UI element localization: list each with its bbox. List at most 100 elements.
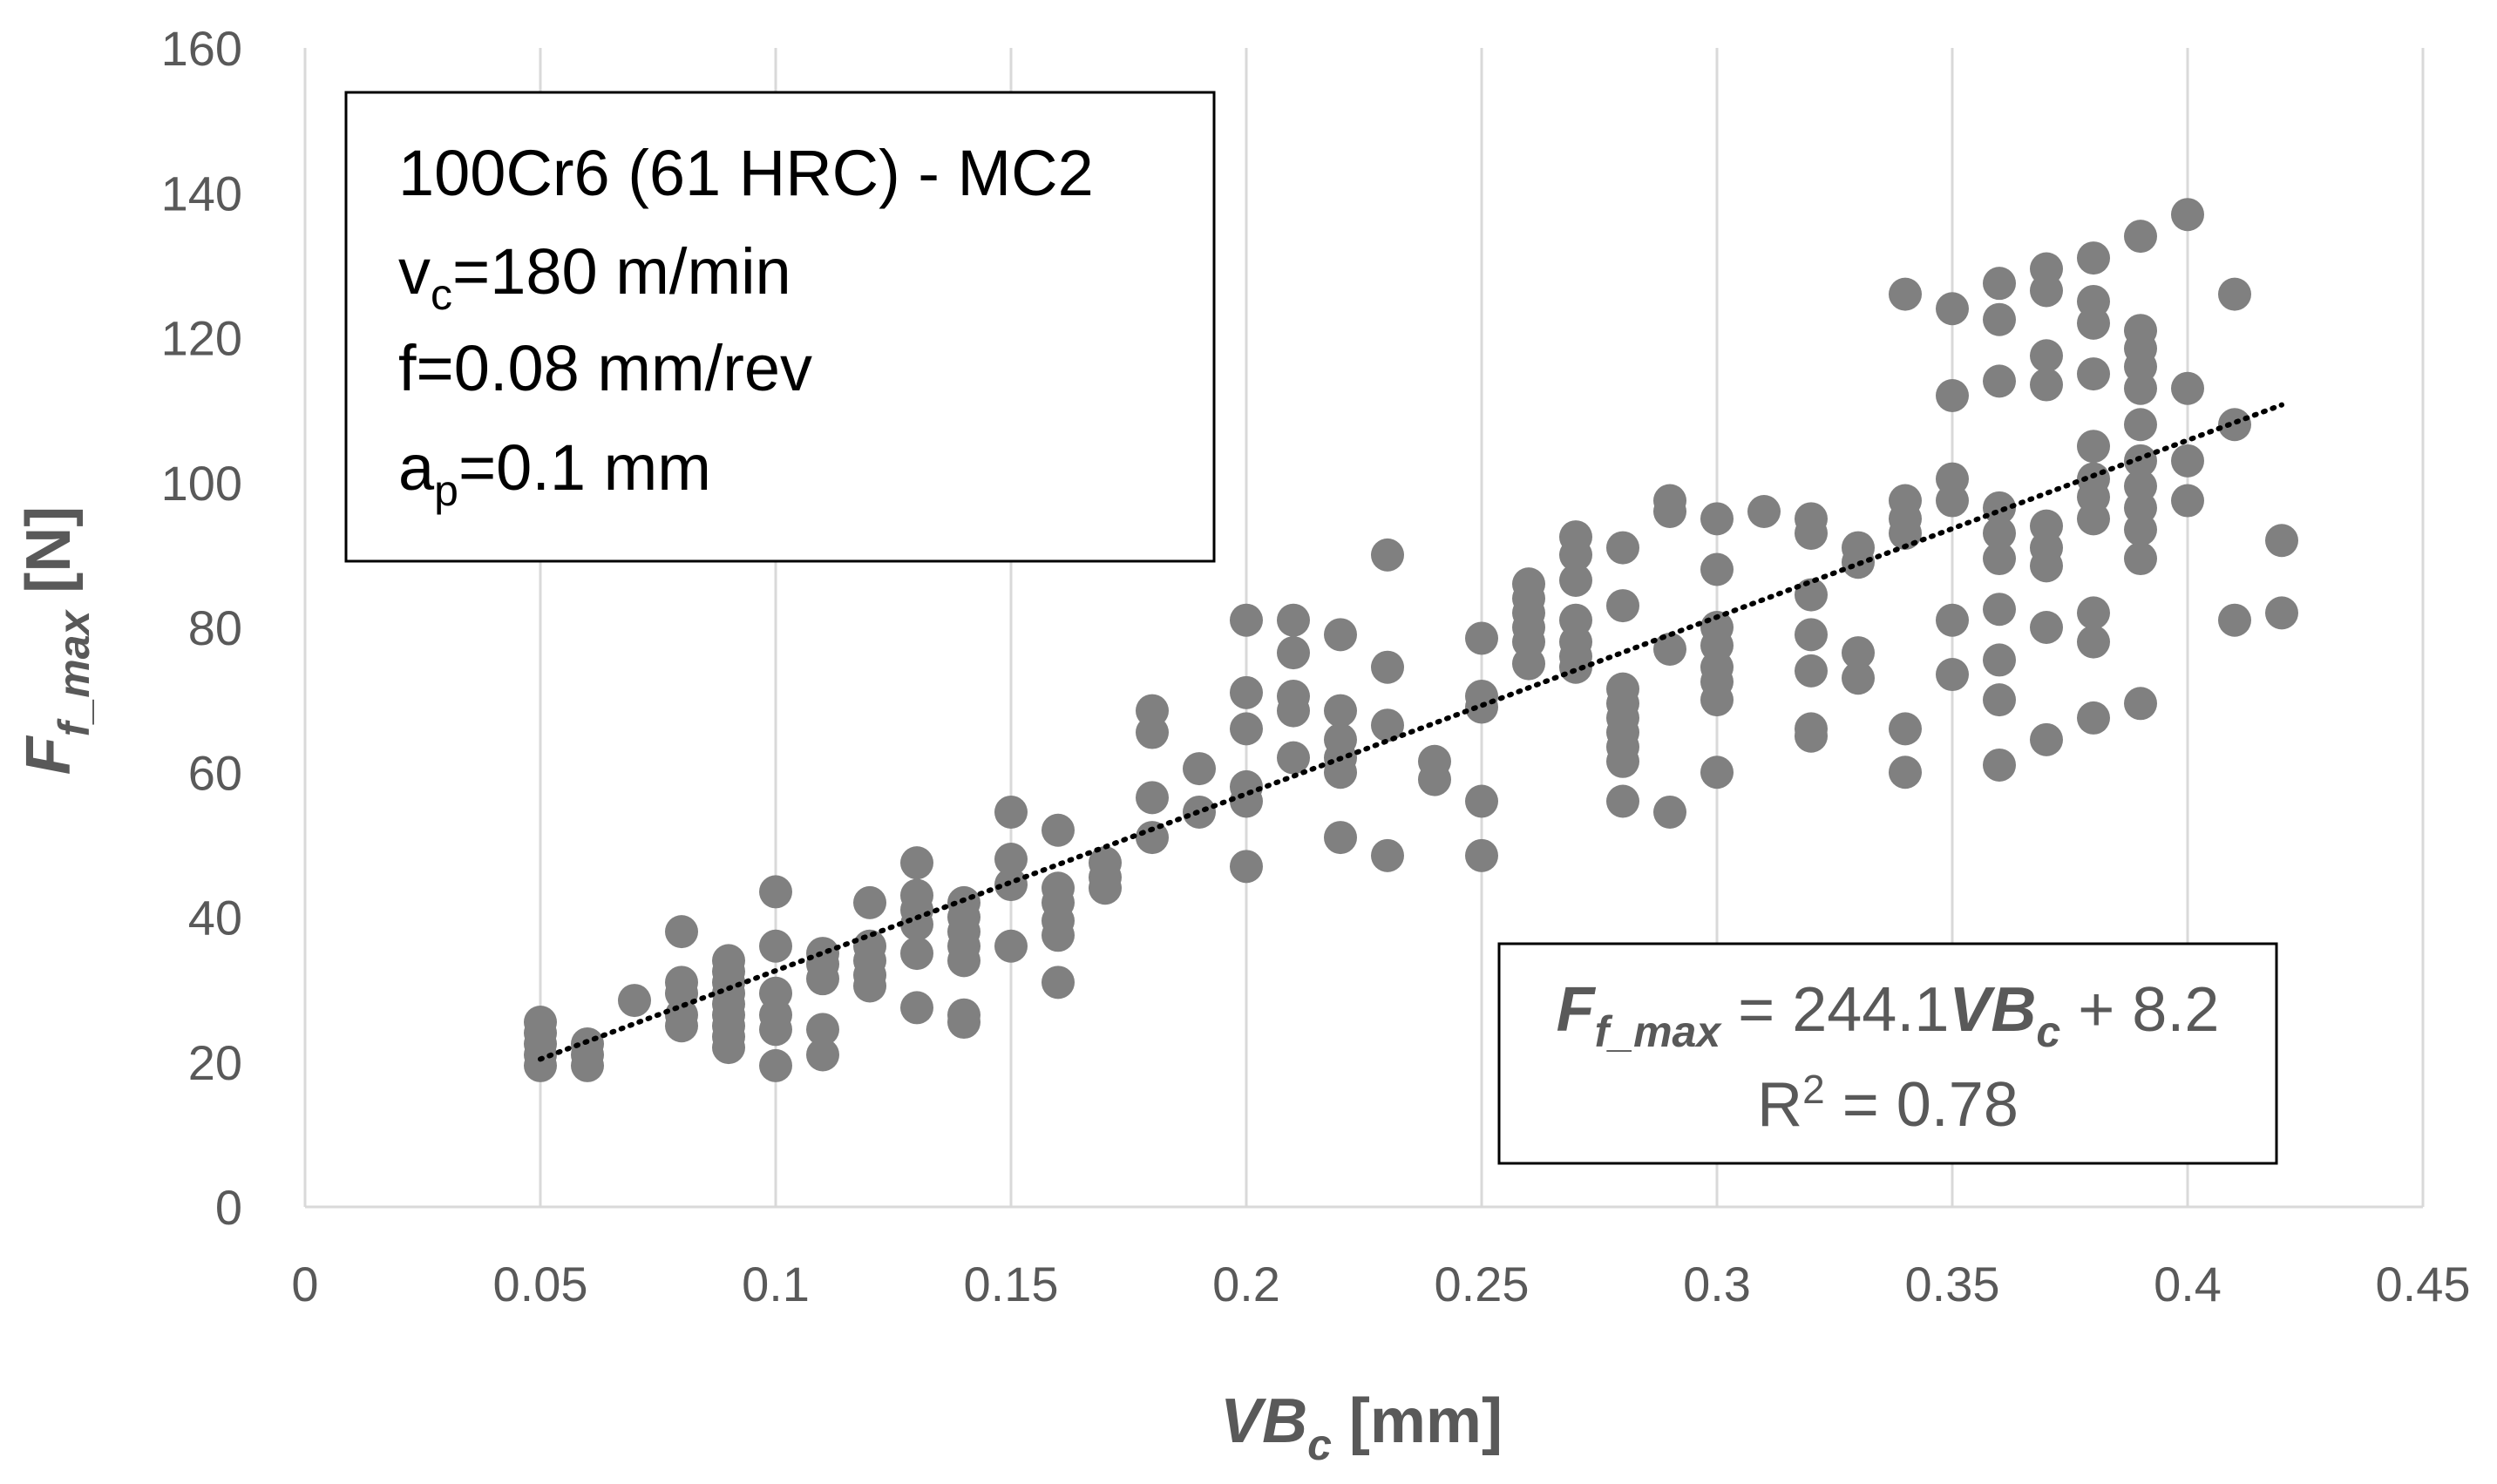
data-point bbox=[1559, 563, 1592, 597]
data-point bbox=[2124, 542, 2157, 576]
data-point bbox=[2077, 357, 2110, 391]
data-point bbox=[2171, 444, 2204, 478]
data-point bbox=[665, 966, 698, 999]
data-point bbox=[900, 991, 933, 1025]
data-point bbox=[759, 929, 792, 963]
data-point bbox=[1371, 538, 1404, 572]
material-label: 100Cr6 (61 HRC) - MC2 bbox=[398, 137, 1094, 209]
data-point bbox=[1983, 593, 2016, 627]
y-tick-label: 160 bbox=[161, 21, 242, 76]
data-point bbox=[2077, 284, 2110, 318]
data-point bbox=[1653, 484, 1686, 518]
x-tick-label: 0.4 bbox=[2154, 1257, 2222, 1311]
data-point bbox=[2030, 252, 2063, 286]
data-point bbox=[2077, 430, 2110, 464]
r-squared-label: R2 = 0.78 bbox=[1757, 1067, 2019, 1140]
x-tick-label: 0.35 bbox=[1905, 1257, 2000, 1311]
feed-label: f=0.08 mm/rev bbox=[398, 332, 812, 404]
data-point bbox=[1653, 632, 1686, 666]
data-point bbox=[618, 984, 651, 1018]
data-point bbox=[806, 1013, 839, 1047]
data-point bbox=[1842, 661, 1875, 695]
data-point bbox=[994, 868, 1028, 902]
data-point bbox=[1983, 542, 2016, 576]
data-point bbox=[1324, 722, 1357, 756]
data-point bbox=[900, 846, 933, 880]
data-point bbox=[712, 944, 745, 978]
data-point bbox=[1936, 658, 1969, 692]
y-tick-labels: 0 20 40 60 80 100 120 140 160 bbox=[161, 21, 242, 1235]
data-point bbox=[1936, 292, 1969, 326]
data-point bbox=[2171, 198, 2204, 232]
data-point bbox=[1230, 850, 1263, 884]
data-point bbox=[665, 915, 698, 949]
data-point bbox=[1465, 838, 1498, 872]
data-point bbox=[994, 929, 1028, 963]
y-tick-label: 20 bbox=[188, 1035, 242, 1090]
data-point bbox=[1700, 502, 1734, 536]
data-point bbox=[1653, 795, 1686, 829]
data-point bbox=[1983, 364, 2016, 398]
data-point bbox=[1842, 531, 1875, 565]
data-point bbox=[1277, 636, 1310, 670]
data-point bbox=[1606, 672, 1639, 706]
data-point bbox=[1136, 694, 1169, 728]
data-point bbox=[1700, 552, 1734, 586]
x-tick-label: 0.05 bbox=[493, 1257, 588, 1311]
data-point bbox=[1983, 683, 2016, 717]
data-point bbox=[2265, 524, 2298, 558]
data-point bbox=[1465, 679, 1498, 713]
data-point bbox=[2077, 701, 2110, 735]
data-point bbox=[1371, 838, 1404, 872]
x-tick-label: 0.2 bbox=[1212, 1257, 1280, 1311]
data-point bbox=[806, 1038, 839, 1072]
data-point bbox=[759, 1048, 792, 1082]
data-point bbox=[1983, 491, 2016, 525]
y-tick-label: 0 bbox=[215, 1180, 242, 1235]
data-point bbox=[1606, 589, 1639, 623]
y-tick-label: 80 bbox=[188, 600, 242, 655]
data-point bbox=[1042, 966, 1075, 999]
data-point bbox=[1465, 621, 1498, 655]
data-point bbox=[1042, 813, 1075, 847]
data-point bbox=[1418, 744, 1451, 778]
x-tick-label: 0.3 bbox=[1683, 1257, 1751, 1311]
data-point bbox=[1889, 712, 1922, 746]
y-tick-label: 100 bbox=[161, 456, 242, 511]
data-point bbox=[853, 885, 886, 919]
data-point bbox=[994, 795, 1028, 829]
data-point bbox=[1700, 756, 1734, 789]
y-tick-label: 60 bbox=[188, 745, 242, 800]
data-point bbox=[1465, 784, 1498, 818]
data-point bbox=[2218, 277, 2251, 311]
trendline-layer bbox=[538, 402, 2284, 1062]
data-point bbox=[2124, 314, 2157, 348]
data-points bbox=[524, 198, 2298, 1082]
data-point bbox=[2265, 596, 2298, 630]
data-point bbox=[1889, 484, 1922, 518]
data-point bbox=[1983, 267, 2016, 301]
data-point bbox=[1512, 567, 1545, 601]
data-point bbox=[1230, 675, 1263, 709]
data-point bbox=[1795, 502, 1828, 536]
trendline bbox=[538, 402, 2284, 1062]
regression-equation: Ff_max = 244.1VBc + 8.2 bbox=[1557, 975, 2220, 1056]
data-point bbox=[2124, 408, 2157, 442]
data-point bbox=[1606, 784, 1639, 818]
x-axis-title: VBc [mm] bbox=[1220, 1386, 1503, 1469]
data-point bbox=[1183, 752, 1216, 786]
data-point bbox=[2124, 687, 2157, 721]
conditions-box: 100Cr6 (61 HRC) - MC2 vc=180 m/min f=0.0… bbox=[344, 91, 1216, 563]
data-point bbox=[1042, 871, 1075, 905]
data-point bbox=[1277, 741, 1310, 775]
data-point bbox=[1795, 712, 1828, 746]
data-point bbox=[1136, 821, 1169, 855]
data-point bbox=[2030, 722, 2063, 756]
data-point bbox=[1889, 756, 1922, 789]
data-point bbox=[2218, 603, 2251, 637]
axes bbox=[303, 48, 2423, 1209]
data-point bbox=[1795, 654, 1828, 688]
equation-box: Ff_max = 244.1VBc + 8.2 R2 = 0.78 bbox=[1497, 942, 2278, 1165]
data-point bbox=[1324, 694, 1357, 728]
x-tick-label: 0.1 bbox=[742, 1257, 810, 1311]
